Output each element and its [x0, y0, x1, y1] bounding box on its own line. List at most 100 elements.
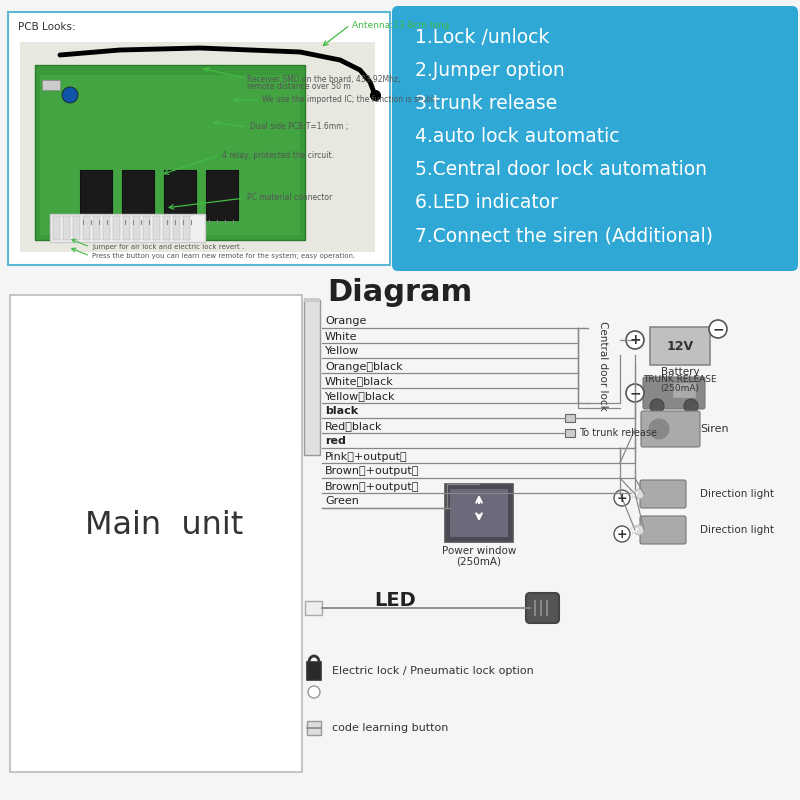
Bar [565, 429, 575, 437]
Circle shape [308, 686, 320, 698]
Circle shape [614, 526, 630, 542]
Bar [50, 214, 205, 242]
Text: −: − [712, 322, 724, 336]
Bar [122, 170, 154, 220]
FancyBboxPatch shape [640, 516, 686, 544]
Circle shape [650, 399, 664, 413]
Bar [143, 216, 150, 240]
Bar [304, 298, 320, 302]
Bar [73, 216, 80, 240]
Bar [450, 489, 508, 537]
Text: red: red [325, 437, 346, 446]
Text: code learning button: code learning button [332, 723, 448, 733]
Circle shape [614, 490, 630, 506]
Bar [565, 414, 575, 422]
Text: Central door lock: Central door lock [598, 321, 608, 410]
Text: Power window: Power window [442, 546, 516, 556]
Bar [40, 75, 300, 235]
Bar [93, 216, 100, 240]
Text: Direction light: Direction light [700, 489, 774, 499]
FancyBboxPatch shape [8, 12, 390, 265]
Circle shape [626, 331, 644, 349]
Text: Yellow: Yellow [325, 346, 359, 357]
Text: (250mA): (250mA) [661, 384, 699, 393]
Bar [206, 170, 238, 220]
Text: Pink（+output）: Pink（+output） [325, 451, 408, 462]
Text: Orange: Orange [325, 317, 366, 326]
Bar [133, 216, 140, 240]
Text: Brown（+output）: Brown（+output） [325, 466, 419, 477]
FancyBboxPatch shape [640, 480, 686, 508]
Text: We use the imported IC; the function is stable.: We use the imported IC; the function is … [262, 95, 440, 105]
Circle shape [709, 320, 727, 338]
Text: black: black [325, 406, 358, 417]
Text: remote distance over 50 m: remote distance over 50 m [247, 82, 350, 91]
Text: Green: Green [325, 497, 359, 506]
Text: TRUNK RELEASE: TRUNK RELEASE [643, 375, 717, 384]
Text: 5.Central door lock automation: 5.Central door lock automation [415, 160, 707, 179]
Bar [80, 170, 112, 220]
Text: 7.Connect the siren (Additional): 7.Connect the siren (Additional) [415, 226, 713, 245]
FancyBboxPatch shape [35, 65, 305, 240]
Text: White／black: White／black [325, 377, 394, 386]
Text: Main  unit: Main unit [85, 510, 243, 541]
Text: +: + [617, 491, 627, 505]
Bar [42, 80, 60, 90]
Text: (250mA): (250mA) [457, 556, 502, 566]
Bar [53, 216, 60, 240]
Text: PC material connector: PC material connector [247, 194, 332, 202]
Bar [164, 170, 196, 220]
Bar [153, 216, 160, 240]
Bar [307, 721, 321, 735]
Text: 6.LED indicator: 6.LED indicator [415, 193, 558, 212]
Text: Antenna:13.8cm long: Antenna:13.8cm long [352, 21, 450, 30]
Text: 4 relay, protected the circuit.: 4 relay, protected the circuit. [222, 150, 334, 159]
Text: 12V: 12V [666, 339, 694, 353]
Text: 2.Jumper option: 2.Jumper option [415, 61, 565, 80]
Text: +: + [617, 527, 627, 541]
Text: Siren: Siren [700, 424, 729, 434]
Text: Dual side PCB:T=1.6mm ;: Dual side PCB:T=1.6mm ; [250, 122, 348, 131]
Circle shape [684, 399, 698, 413]
Bar [307, 662, 321, 680]
Text: Jumper for air lock and electric lock revert .: Jumper for air lock and electric lock re… [92, 244, 244, 250]
Text: LED: LED [374, 590, 416, 610]
Bar [113, 216, 120, 240]
Circle shape [634, 489, 644, 499]
Text: PCB Looks:: PCB Looks: [18, 22, 76, 32]
Bar [650, 327, 710, 365]
Text: Brown（+output）: Brown（+output） [325, 482, 419, 491]
Text: Red／black: Red／black [325, 422, 382, 431]
Circle shape [626, 384, 644, 402]
Text: Press the button you can learn new remote for the system; easy operation.: Press the button you can learn new remot… [92, 253, 355, 259]
FancyBboxPatch shape [392, 6, 798, 271]
FancyBboxPatch shape [643, 377, 705, 409]
FancyBboxPatch shape [526, 593, 559, 623]
FancyBboxPatch shape [641, 411, 700, 447]
Bar [673, 383, 695, 397]
Circle shape [649, 419, 669, 439]
Text: Electric lock / Pneumatic lock option: Electric lock / Pneumatic lock option [332, 666, 534, 676]
Text: Receiver SMD on the board, 433.92Mhz,: Receiver SMD on the board, 433.92Mhz, [247, 75, 401, 84]
Text: White: White [325, 331, 358, 342]
Bar [83, 216, 90, 240]
Text: Orange／black: Orange／black [325, 362, 402, 371]
Text: Yellow／black: Yellow／black [325, 391, 395, 402]
Bar [163, 216, 170, 240]
Bar [63, 216, 70, 240]
Text: 1.Lock /unlock: 1.Lock /unlock [415, 28, 550, 47]
Bar [304, 300, 320, 455]
Circle shape [62, 87, 78, 103]
Text: Battery: Battery [661, 367, 699, 377]
Bar [123, 216, 130, 240]
Circle shape [634, 525, 644, 535]
Text: Diagram: Diagram [327, 278, 473, 307]
Text: 3.trunk release: 3.trunk release [415, 94, 558, 113]
Bar [173, 216, 180, 240]
FancyBboxPatch shape [445, 484, 513, 542]
Text: Direction light: Direction light [700, 525, 774, 535]
Bar [305, 601, 322, 615]
Bar [103, 216, 110, 240]
Bar [10, 295, 302, 772]
Text: 4.auto lock automatic: 4.auto lock automatic [415, 127, 619, 146]
